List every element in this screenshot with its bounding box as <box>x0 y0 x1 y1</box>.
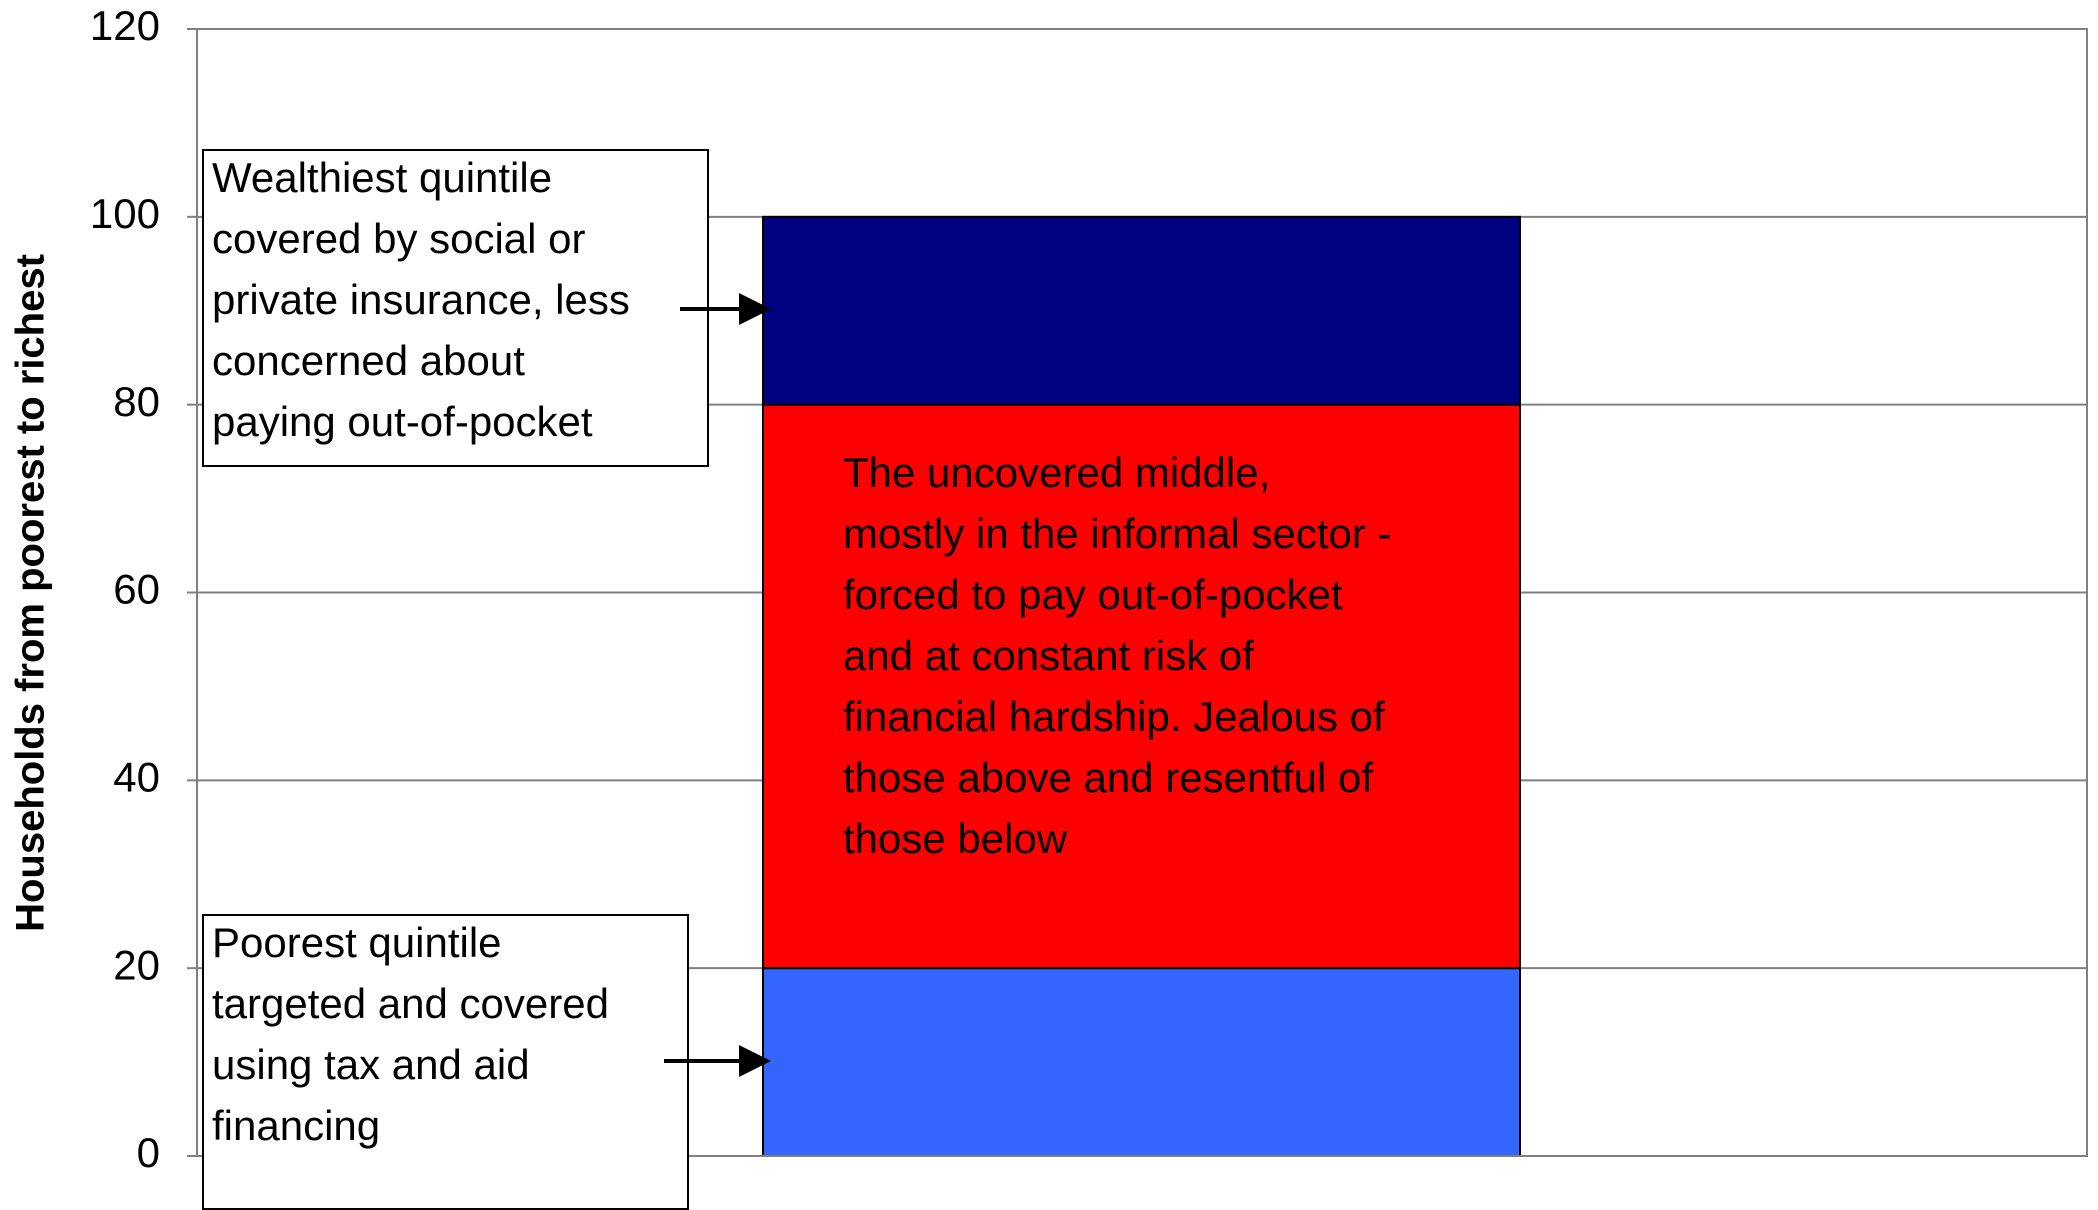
plot-frame <box>196 28 2088 1157</box>
annotation-line: concerned about <box>212 337 525 384</box>
annotation-line: and at constant risk of <box>843 632 1254 679</box>
annotation-line: financial hardship. Jealous of <box>843 693 1385 740</box>
bar-segment <box>762 215 1521 406</box>
bar-segment <box>762 403 1521 970</box>
annotations: Wealthiest quintile covered by social or p… <box>212 154 1392 1149</box>
y-tick-label: 120 <box>90 2 160 49</box>
annotation-box <box>202 914 689 1210</box>
y-tick-label: 60 <box>113 566 160 613</box>
annotation-line: those below <box>843 815 1068 862</box>
annotation-line: using tax and aid <box>212 1041 530 1088</box>
annotation-line: forced to pay out-of-pocket <box>843 571 1343 618</box>
y-tick-label: 20 <box>113 941 160 988</box>
bar-segment <box>762 967 1521 1158</box>
annotation-line: covered by social or <box>212 215 586 262</box>
y-tick-label: 0 <box>137 1129 160 1176</box>
annotation-line: financing <box>212 1102 380 1149</box>
annotation-line: paying out-of-pocket <box>212 398 593 445</box>
annotation-line: The uncovered middle, <box>843 449 1270 496</box>
annotation-line: Poorest quintile <box>212 919 502 966</box>
annotation-box <box>202 149 709 467</box>
bars <box>762 215 1521 1158</box>
y-tick-label: 80 <box>113 378 160 425</box>
y-axis-label: Households from poorest to richest <box>9 254 53 932</box>
annotation-line: those above and resentful of <box>843 754 1373 801</box>
y-tick-label: 100 <box>90 190 160 237</box>
annotation-line: private insurance, less <box>212 276 630 323</box>
annotation-line: mostly in the informal sector - <box>843 510 1392 557</box>
annotation-line: targeted and covered <box>212 980 609 1027</box>
y-tick-label: 40 <box>113 753 160 800</box>
annotation-line: Wealthiest quintile <box>212 154 552 201</box>
